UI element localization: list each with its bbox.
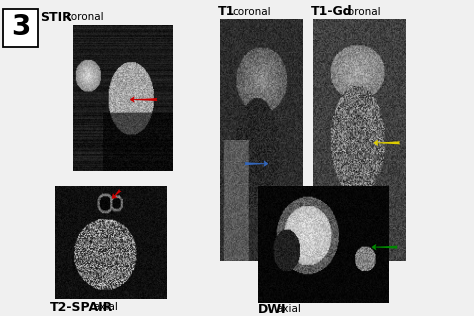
Text: T2-SPAIR: T2-SPAIR: [50, 301, 113, 314]
Text: DWI: DWI: [258, 302, 287, 316]
Text: STIR: STIR: [40, 10, 72, 24]
Text: axial: axial: [276, 304, 301, 314]
Text: coronal: coronal: [232, 7, 271, 17]
Text: coronal: coronal: [343, 7, 381, 17]
Text: coronal: coronal: [65, 12, 103, 22]
Text: T1-Gd: T1-Gd: [310, 5, 352, 18]
Text: T1: T1: [218, 5, 236, 18]
FancyBboxPatch shape: [3, 9, 38, 47]
Text: axial: axial: [93, 302, 118, 312]
Text: 3: 3: [11, 13, 30, 41]
